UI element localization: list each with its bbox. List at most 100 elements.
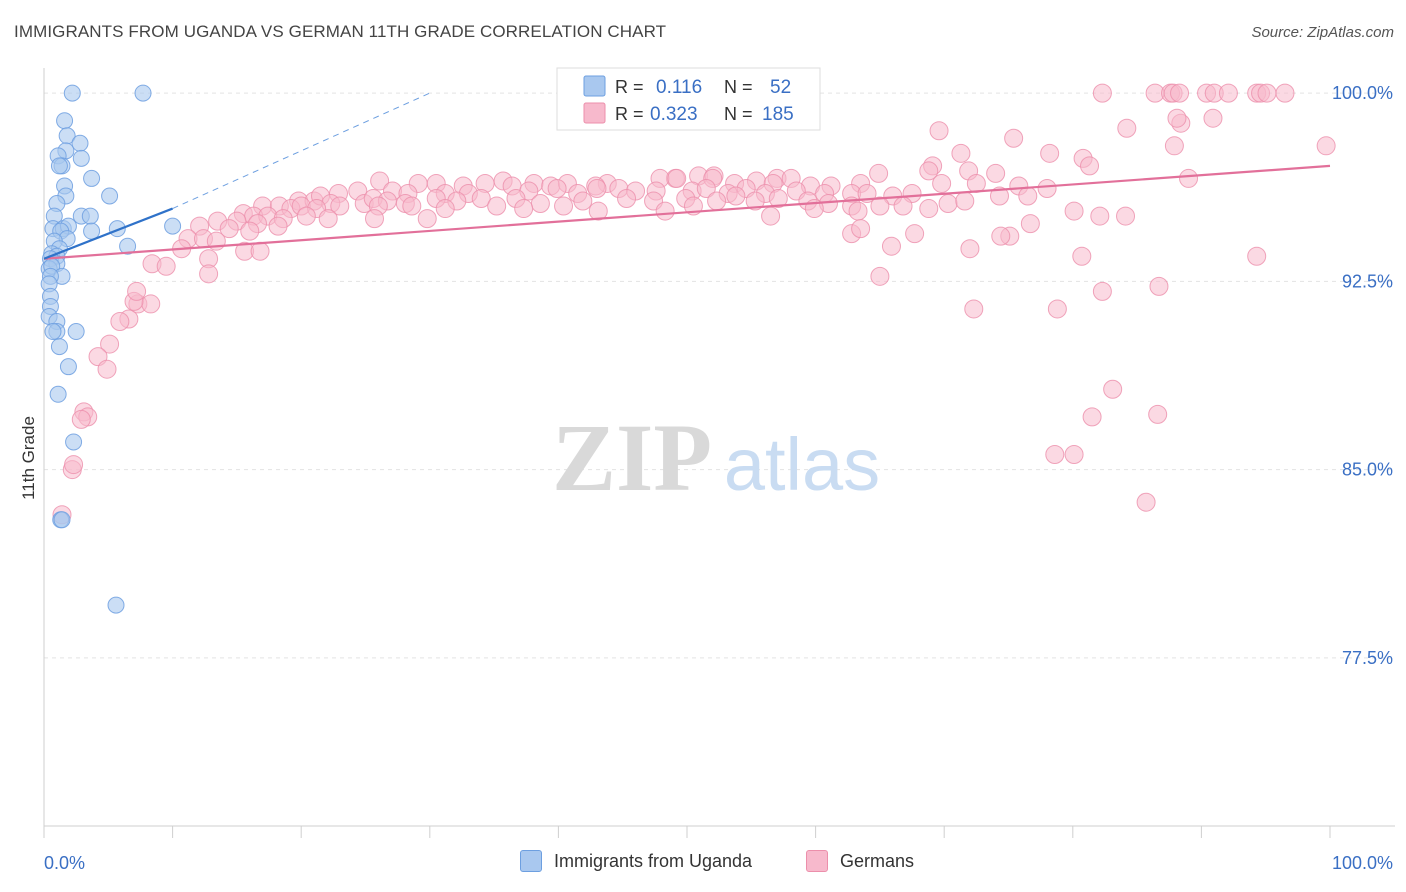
x-tick-label-0: 0.0% <box>44 853 85 873</box>
germans-point <box>141 294 161 314</box>
germans-point <box>869 163 889 183</box>
germans-point <box>745 191 765 211</box>
germans-point <box>905 224 925 244</box>
germans-point <box>1037 178 1057 198</box>
germans-point <box>951 143 971 163</box>
germans-point <box>893 196 913 216</box>
germans-point <box>1072 246 1092 266</box>
legend-r-value-2: 0.323 <box>650 104 698 125</box>
germans-point <box>966 173 986 193</box>
germans-point <box>587 178 607 198</box>
uganda-point <box>63 84 81 102</box>
uganda-point <box>67 323 85 341</box>
germans-point <box>1179 168 1199 188</box>
germans-point <box>1164 136 1184 156</box>
germans-point <box>514 199 534 219</box>
uganda-point <box>44 323 62 341</box>
legend-label-uganda: Immigrants from Uganda <box>554 850 753 871</box>
germans-point <box>870 266 890 286</box>
germans-point <box>919 199 939 219</box>
germans-point <box>726 186 746 206</box>
trend-lines <box>43 92 1331 260</box>
germans-point <box>1148 404 1168 424</box>
germans-point <box>938 194 958 214</box>
germans-point <box>991 226 1011 246</box>
germans-point <box>370 171 390 191</box>
legend-swatch-pink <box>583 102 606 124</box>
germans-point <box>929 121 949 141</box>
germans-point <box>986 163 1006 183</box>
y-tick-label-3: 77.5% <box>1342 648 1393 668</box>
germans-point <box>768 189 788 209</box>
x-tick-label-1: 100.0% <box>1332 853 1393 873</box>
germans-point <box>1090 206 1110 226</box>
uganda-point <box>59 358 77 376</box>
legend-swatch-germans <box>806 850 828 872</box>
germans-point <box>1275 83 1295 103</box>
germans-point <box>71 409 91 429</box>
germans-point <box>435 199 455 219</box>
uganda-point <box>65 433 83 451</box>
germans-trend-line <box>43 164 1331 260</box>
uganda-point <box>101 187 119 205</box>
germans-point <box>955 191 975 211</box>
germans-point <box>707 191 727 211</box>
germans-point <box>1045 445 1065 465</box>
source-label: Source: ZipAtlas.com <box>1251 24 1394 41</box>
legend-swatch-uganda <box>520 850 542 872</box>
germans-point <box>1080 156 1100 176</box>
y-tick-label-2: 85.0% <box>1342 460 1393 480</box>
germans-point <box>848 201 868 221</box>
legend-r-label-2: R = <box>615 104 644 124</box>
germans-point <box>617 189 637 209</box>
germans-point <box>964 299 984 319</box>
chart-title: IMMIGRANTS FROM UGANDA VS GERMAN 11TH GR… <box>14 22 667 41</box>
germans-point <box>365 209 385 229</box>
germans-point <box>1082 407 1102 427</box>
legend-box: R = 0.116 N = 52 R = 0.323 N = 185 <box>556 67 821 131</box>
watermark-zip: ZIP <box>552 404 712 511</box>
germans-point <box>1092 281 1112 301</box>
germans-point <box>268 216 288 236</box>
germans-point <box>696 178 716 198</box>
legend-label-germans: Germans <box>840 850 915 871</box>
germans-point <box>100 334 120 354</box>
germans-point <box>330 196 350 216</box>
germans-points <box>52 83 1336 525</box>
germans-point <box>851 219 871 239</box>
legend-n-value-2: 185 <box>762 104 794 125</box>
germans-point <box>1218 83 1238 103</box>
y-axis-label: 11th Grade <box>19 416 38 500</box>
germans-point <box>1004 128 1024 148</box>
germans-point <box>487 196 507 216</box>
germans-point <box>1018 186 1038 206</box>
germans-point <box>667 168 687 188</box>
germans-point <box>296 206 316 226</box>
germans-point <box>127 281 147 301</box>
legend-n-label-2: N = <box>724 104 753 124</box>
germans-point <box>881 236 901 256</box>
germans-point <box>989 186 1009 206</box>
uganda-point <box>83 169 101 187</box>
germans-point <box>1064 201 1084 221</box>
watermark: ZIP atlas <box>552 404 880 511</box>
uganda-point <box>164 217 182 235</box>
uganda-point <box>134 84 152 102</box>
germans-point <box>471 189 491 209</box>
uganda-point <box>119 237 137 255</box>
uganda-trend-extension <box>172 92 431 210</box>
germans-point <box>960 239 980 259</box>
y-tick-label-1: 92.5% <box>1342 271 1393 291</box>
germans-point <box>1257 83 1277 103</box>
germans-point <box>1203 108 1223 128</box>
germans-point <box>919 161 939 181</box>
y-tick-labels: 100.0% 92.5% 85.0% 77.5% <box>1332 83 1393 668</box>
germans-point <box>1170 83 1190 103</box>
x-tick-labels: 0.0% 100.0% <box>44 853 1393 873</box>
germans-point <box>588 201 608 221</box>
germans-point <box>402 196 422 216</box>
legend-n-value-1: 52 <box>770 77 791 98</box>
uganda-point <box>53 511 71 529</box>
germans-point <box>554 196 574 216</box>
germans-point <box>547 178 567 198</box>
